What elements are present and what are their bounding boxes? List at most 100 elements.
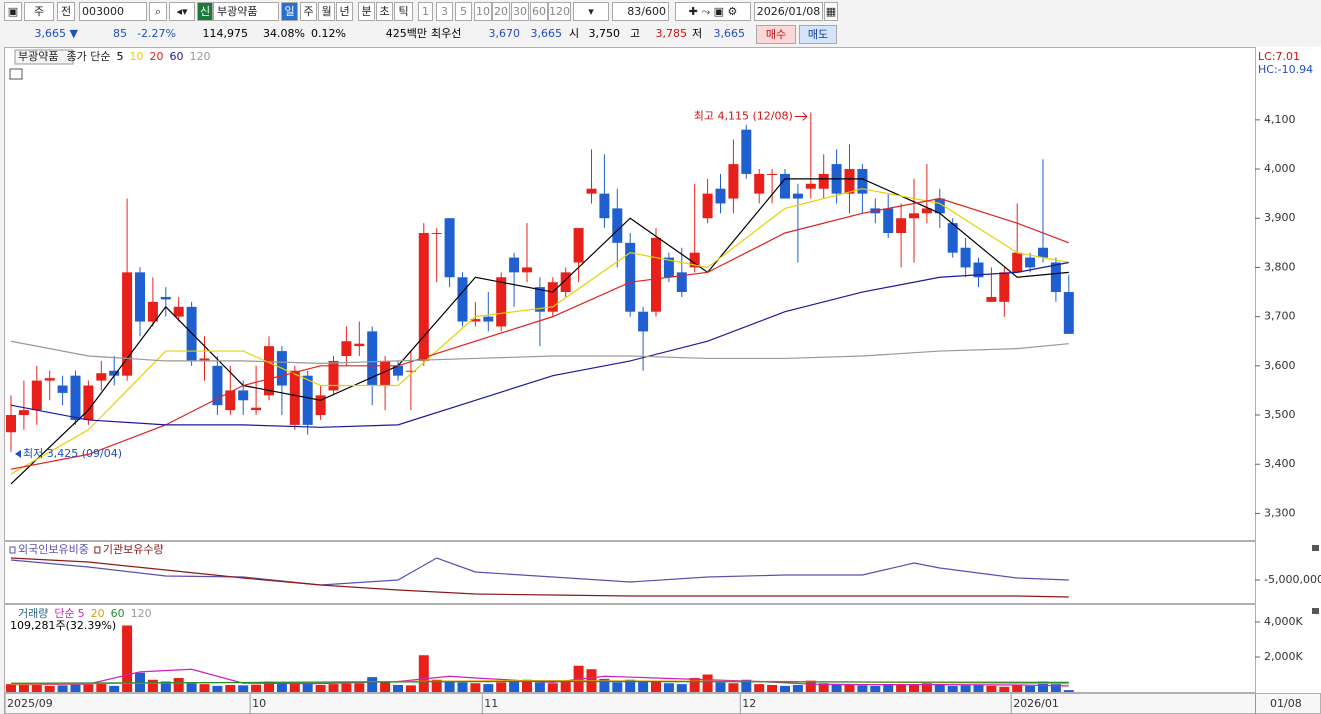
- volume-bar: [792, 684, 803, 692]
- y-tick-label: 3,800: [1264, 260, 1296, 273]
- volume-bar: [676, 684, 687, 692]
- volume-bar: [1038, 681, 1048, 692]
- minute-button[interactable]: 1: [418, 2, 433, 21]
- legend-item: 20: [149, 50, 163, 63]
- prev-button[interactable]: 전: [57, 2, 75, 21]
- code-input[interactable]: 003000: [79, 2, 147, 21]
- candle-body: [999, 272, 1010, 302]
- minute-button[interactable]: 120: [548, 2, 571, 21]
- y-tick-label: 4,000: [1264, 162, 1296, 175]
- volume-bar: [264, 681, 274, 692]
- change: 85: [113, 27, 127, 40]
- volume-bar: [831, 684, 842, 692]
- search-button[interactable]: ⌕: [149, 2, 167, 21]
- minute-button[interactable]: 30: [511, 2, 529, 21]
- minute-button[interactable]: 3: [436, 2, 453, 21]
- minute-button[interactable]: 10: [474, 2, 492, 21]
- tool-icons[interactable]: ✚ ⤳ ▣ ⚙: [675, 2, 751, 21]
- minute-button[interactable]: 5: [455, 2, 472, 21]
- x-last-label: 01/08: [1270, 697, 1302, 710]
- period-button[interactable]: 월: [318, 2, 335, 21]
- candle-body: [986, 296, 997, 302]
- period-button[interactable]: 주: [300, 2, 317, 21]
- chart-bg: [4, 47, 1321, 714]
- volume-bar: [534, 682, 545, 692]
- period-button[interactable]: 초: [376, 2, 393, 21]
- candle-body: [896, 218, 907, 233]
- legend-swatch: [94, 546, 101, 554]
- candle-body: [663, 257, 674, 278]
- count[interactable]: 83/600: [612, 2, 669, 21]
- volume-bar: [818, 683, 829, 692]
- lc-label: LC:7.01: [1258, 50, 1300, 63]
- layout-icon[interactable]: ▣: [4, 2, 22, 21]
- line-series: [10, 680, 1069, 684]
- volume-bar: [1063, 690, 1074, 692]
- grid-icon[interactable]: [9, 68, 23, 80]
- price-panel: [4, 47, 1256, 541]
- y-tick-label: 3,900: [1264, 211, 1296, 224]
- calendar-icon[interactable]: ▦: [824, 2, 838, 21]
- volume-bar: [122, 625, 133, 692]
- candle-body: [496, 277, 507, 327]
- sound-button[interactable]: ◂▾: [169, 2, 195, 21]
- minute-button[interactable]: 60: [530, 2, 548, 21]
- volume-bar: [199, 684, 210, 692]
- volume-bar: [431, 679, 442, 692]
- candle-body: [638, 311, 649, 332]
- close-icon[interactable]: [1312, 608, 1319, 614]
- hc-label: HC:-10.94: [1258, 63, 1313, 76]
- candle-body: [612, 208, 623, 243]
- candle-body: [380, 360, 391, 386]
- volume-bar: [186, 682, 197, 692]
- annotation-arrow: [15, 449, 21, 458]
- volume-bar: [289, 683, 300, 692]
- y-tick-label: 3,700: [1264, 310, 1296, 323]
- market-select[interactable]: 주: [24, 2, 54, 21]
- volume-bar: [328, 684, 339, 692]
- flag: 신: [197, 2, 213, 21]
- volume-bar: [251, 684, 262, 692]
- candle-body: [689, 252, 700, 268]
- legend-item: 120: [189, 50, 210, 63]
- period-button[interactable]: 년: [336, 2, 353, 21]
- legend-item: 10: [129, 50, 143, 63]
- volume-bar: [612, 682, 623, 692]
- candle-body: [18, 410, 29, 416]
- volume-bar: [599, 678, 610, 692]
- minute-button[interactable]: 20: [492, 2, 510, 21]
- date-input[interactable]: 2026/01/08: [754, 2, 823, 21]
- candle-body: [909, 213, 919, 219]
- turnover: 0.12%: [311, 27, 346, 40]
- price: 3,665 ▼: [34, 27, 78, 40]
- candle-body: [1025, 257, 1036, 268]
- candle-body: [160, 296, 171, 300]
- legend-item: 기관보유수량: [103, 543, 164, 556]
- high: 3,785: [655, 27, 688, 40]
- candle-body: [457, 277, 468, 322]
- sell-button[interactable]: 매도: [799, 25, 837, 44]
- period-button[interactable]: 일: [281, 2, 298, 21]
- close-icon[interactable]: [1312, 545, 1319, 551]
- volume-bar: [741, 679, 752, 692]
- volume-bar: [302, 683, 313, 692]
- candle-body: [431, 232, 442, 234]
- candle-body: [547, 282, 558, 312]
- volume-bar: [625, 679, 636, 692]
- custom-select[interactable]: ▾: [573, 2, 609, 21]
- volume-panel: [4, 604, 1256, 693]
- period-button[interactable]: 틱: [394, 2, 413, 21]
- candle-body: [715, 188, 726, 204]
- candle-body: [470, 319, 481, 322]
- period-button[interactable]: 분: [358, 2, 375, 21]
- buy-button[interactable]: 매수: [756, 25, 796, 44]
- candle-body: [625, 242, 636, 312]
- volume-bar: [96, 683, 107, 692]
- volume-bar: [509, 681, 520, 692]
- candle-body: [509, 257, 520, 273]
- volume: 114,975: [202, 27, 249, 40]
- candle-body: [702, 193, 713, 219]
- candle-body: [315, 395, 326, 416]
- candle-body: [1063, 292, 1074, 334]
